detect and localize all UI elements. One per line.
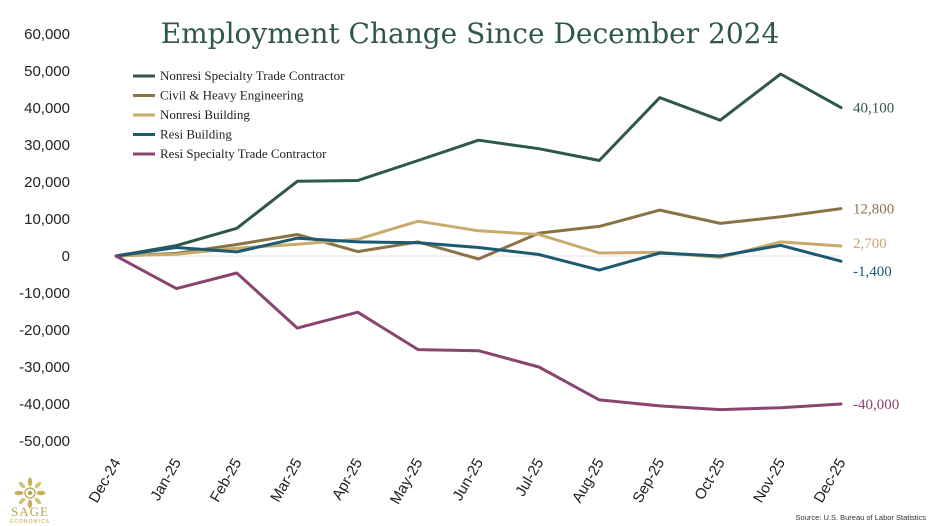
- legend-label-civil-heavy-engineering: Civil & Heavy Engineering: [160, 88, 304, 103]
- x-tick-label: Jan-25: [147, 456, 185, 504]
- y-tick-label: -30,000: [19, 359, 70, 376]
- y-tick-label: 40,000: [24, 100, 70, 117]
- legend: Nonresi Specialty Trade Contractor Civil …: [133, 68, 345, 161]
- y-tick-label: -40,000: [19, 396, 70, 413]
- x-tick-label: Aug-25: [569, 456, 608, 506]
- series-line-nonresi-specialty-trade-contractor: [114, 72, 843, 258]
- end-labels: 40,100 12,800 2,700 -1,400 -40,000: [853, 101, 899, 413]
- x-tick-label: May-25: [387, 456, 427, 508]
- end-label-civil-heavy-engineering: 12,800: [853, 202, 894, 218]
- legend-label-nonresi-specialty-trade-contractor: Nonresi Specialty Trade Contractor: [160, 68, 345, 83]
- y-tick-label: 10,000: [24, 211, 70, 228]
- legend-label-resi-building: Resi Building: [160, 127, 232, 142]
- x-tick-label: Jun-25: [449, 456, 487, 504]
- end-label-nonresi-specialty-trade-contractor: 40,100: [853, 101, 894, 117]
- series-lines: [114, 72, 843, 412]
- x-tick-label: Dec-24: [86, 456, 125, 506]
- y-tick-label: 30,000: [24, 137, 70, 154]
- x-tick-label: Mar-25: [267, 456, 305, 506]
- legend-label-resi-specialty-trade-contractor: Resi Specialty Trade Contractor: [160, 146, 327, 161]
- series-line-resi-building: [114, 236, 843, 272]
- y-tick-label: 60,000: [24, 26, 70, 43]
- legend-label-nonresi-building: Nonresi Building: [160, 107, 250, 122]
- series-line-civil-heavy-engineering: [114, 207, 843, 261]
- x-tick-label: Sep-25: [629, 456, 668, 506]
- logo-name: SAGE: [11, 504, 49, 519]
- y-tick-label: 50,000: [24, 63, 70, 80]
- y-tick-label: 20,000: [24, 174, 70, 191]
- chart-title: Employment Change Since December 2024: [161, 17, 780, 50]
- sage-leaf-icon: [14, 477, 46, 509]
- x-tick-label: Jul-25: [512, 456, 547, 500]
- y-axis: 60,000 50,000 40,000 30,000 20,000 10,000 0 -10…: [19, 26, 70, 450]
- x-tick-label: Dec-25: [811, 456, 850, 506]
- y-tick-label: -20,000: [19, 322, 70, 339]
- y-tick-label: 0: [62, 248, 70, 265]
- end-label-resi-specialty-trade-contractor: -40,000: [853, 397, 899, 413]
- series-line-nonresi-building: [114, 219, 843, 259]
- x-axis: Dec-24 Jan-25 Feb-25 Mar-25 Apr-25 May-25 Jun-…: [86, 456, 850, 508]
- end-label-nonresi-building: 2,700: [853, 236, 887, 252]
- source-note: Source: U.S. Bureau of Labor Statistics: [796, 513, 927, 522]
- logo-sub: ECONOMICS: [10, 519, 50, 525]
- series-line-resi-specialty-trade-contractor: [114, 254, 843, 412]
- sage-logo: SAGE ECONOMICS: [10, 477, 50, 525]
- x-tick-label: Feb-25: [207, 456, 245, 506]
- x-tick-label: Apr-25: [329, 456, 366, 503]
- y-tick-label: -50,000: [19, 433, 70, 450]
- end-label-resi-building: -1,400: [853, 264, 892, 280]
- x-tick-label: Nov-25: [750, 456, 789, 506]
- y-tick-label: -10,000: [19, 285, 70, 302]
- x-tick-label: Oct-25: [691, 456, 728, 503]
